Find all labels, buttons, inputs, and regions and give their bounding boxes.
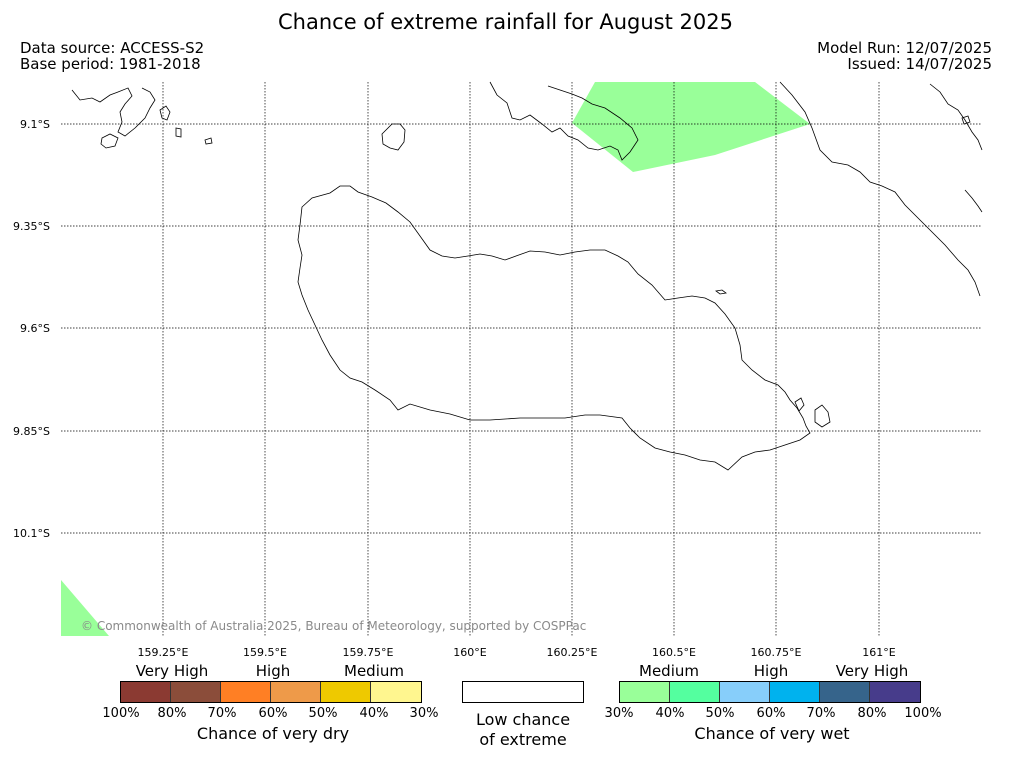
lon-label-161: 161°E <box>862 646 896 659</box>
wet-tick-60: 60% <box>756 706 786 721</box>
lon-label-160-5: 160.5°E <box>652 646 696 659</box>
wet-swatch-4 <box>770 682 820 702</box>
dry-swatch-1 <box>121 682 171 702</box>
dry-tick-50: 50% <box>308 706 338 721</box>
low-chance-swatch <box>462 681 584 703</box>
lat-label-9-6: 9.6°S <box>20 322 50 335</box>
dry-category-medium: Medium <box>344 662 404 680</box>
dry-tick-80: 80% <box>157 706 187 721</box>
wet-category-medium: Medium <box>639 662 699 680</box>
lat-label-9-1: 9.1°S <box>20 118 50 131</box>
guadalcanal-coast <box>297 185 811 471</box>
wet-tick-70: 70% <box>806 706 836 721</box>
dry-tick-100: 100% <box>102 706 140 721</box>
lon-label-160-25: 160.25°E <box>546 646 598 659</box>
wet-legend-caption: Chance of very wet <box>694 724 850 743</box>
wet-tick-30: 30% <box>604 706 634 721</box>
wet-tick-50: 50% <box>705 706 735 721</box>
dry-tick-30: 30% <box>409 706 439 721</box>
lat-label-10-1: 10.1°S <box>13 527 50 540</box>
malaita-coast <box>489 81 639 161</box>
malaita-islet <box>961 115 971 125</box>
wet-chance-region-corner <box>61 580 109 636</box>
wet-color-bar <box>619 681 921 703</box>
florida-islands-coast-3 <box>159 105 171 121</box>
wet-swatch-3 <box>720 682 770 702</box>
base-period: Base period: 1981-2018 <box>20 55 201 73</box>
lon-label-159-75: 159.75°E <box>342 646 394 659</box>
wet-swatch-5 <box>820 682 870 702</box>
wet-tick-80: 80% <box>857 706 887 721</box>
wet-chance-region <box>572 82 810 172</box>
wet-tick-100: 100% <box>904 706 942 721</box>
savo-island-coast <box>381 123 406 151</box>
data-source: Data source: ACCESS-S2 <box>20 39 205 57</box>
copyright-notice: © Commonwealth of Australia 2025, Bureau… <box>81 619 587 633</box>
dry-category-very-high: Very High <box>135 662 209 680</box>
florida-islands-coast <box>71 87 156 137</box>
islet-small-coast <box>715 289 727 295</box>
lon-label-160-75: 160.75°E <box>750 646 802 659</box>
wet-swatch-2 <box>670 682 720 702</box>
dry-swatch-4 <box>271 682 321 702</box>
wet-swatch-6 <box>870 682 920 702</box>
lat-label-9-85: 9.85°S <box>13 425 50 438</box>
wet-tick-40: 40% <box>655 706 685 721</box>
page-title: Chance of extreme rainfall for August 20… <box>278 10 733 34</box>
low-chance-line1: Low chance <box>475 710 571 729</box>
malaita-east-coast <box>929 83 983 151</box>
dry-tick-40: 40% <box>359 706 389 721</box>
wet-swatch-1 <box>620 682 670 702</box>
model-run: Model Run: 12/07/2025 <box>817 39 992 57</box>
wet-category-high: High <box>753 662 789 680</box>
dry-legend-caption: Chance of very dry <box>196 724 350 743</box>
dry-swatch-3 <box>221 682 271 702</box>
issued-date: Issued: 14/07/2025 <box>847 55 992 73</box>
model-run-block: Model Run: 12/07/2025 Issued: 14/07/2025 <box>817 40 992 72</box>
graticule <box>61 82 982 636</box>
lat-label-9-35: 9.35°S <box>13 220 50 233</box>
dry-tick-60: 60% <box>258 706 288 721</box>
lon-label-159-5: 159.5°E <box>243 646 287 659</box>
florida-islands-coast-4 <box>175 127 182 138</box>
data-source-block: Data source: ACCESS-S2 Base period: 1981… <box>20 40 204 72</box>
low-chance-line2: of extreme <box>479 730 567 749</box>
islet-east-coast-2 <box>794 397 805 412</box>
dry-tick-70: 70% <box>207 706 237 721</box>
lon-label-159-25: 159.25°E <box>137 646 189 659</box>
dry-swatch-2 <box>171 682 221 702</box>
malaita-north-coast <box>779 81 981 297</box>
dry-swatch-5 <box>321 682 371 702</box>
malaita-east-coast-2 <box>964 189 983 213</box>
coastlines <box>71 81 983 471</box>
florida-islands-coast-5 <box>204 137 213 145</box>
islet-east-coast <box>814 404 831 428</box>
dry-color-bar <box>120 681 422 703</box>
lon-label-160: 160°E <box>453 646 487 659</box>
low-chance-caption: Low chance of extreme <box>448 710 598 750</box>
dry-category-high: High <box>255 662 291 680</box>
florida-islands-coast-2 <box>100 133 119 149</box>
dry-swatch-6 <box>371 682 421 702</box>
wet-category-very-high: Very High <box>835 662 909 680</box>
